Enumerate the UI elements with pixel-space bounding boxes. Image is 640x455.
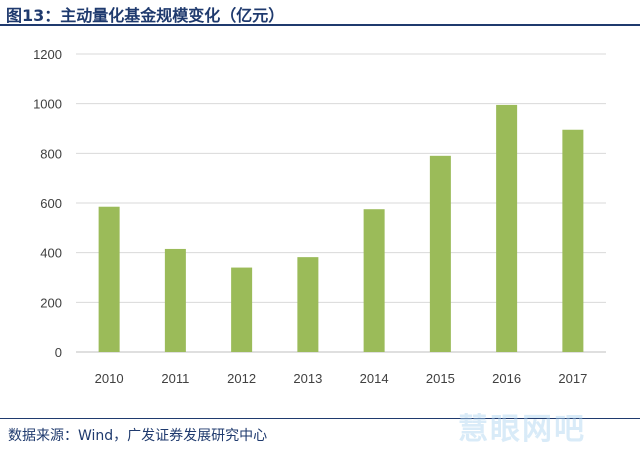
data-source: 数据来源：Wind，广发证券发展研究中心 — [8, 428, 268, 444]
y-tick-label: 1000 — [33, 97, 62, 112]
x-tick-label: 2013 — [293, 371, 322, 386]
y-tick-label: 200 — [40, 295, 62, 310]
gridlines — [76, 53, 606, 353]
x-tick-label: 2015 — [426, 371, 455, 386]
bar-2012 — [231, 267, 253, 352]
chart-title: 图13：主动量化基金规模变化（亿元） — [6, 6, 285, 25]
x-axis-ticks: 2010 2011 2012 2013 2014 2015 2016 2017 — [95, 371, 588, 386]
bar-2014 — [363, 209, 385, 352]
bars — [98, 104, 584, 353]
bar-2015 — [429, 155, 451, 352]
x-tick-label: 2014 — [360, 371, 389, 386]
bar-2011 — [164, 248, 186, 352]
watermark-logo: 慧眼网吧 — [458, 412, 586, 447]
y-tick-label: 600 — [40, 196, 62, 211]
bar-2013 — [297, 257, 319, 352]
bar-2010 — [98, 206, 120, 352]
x-tick-label: 2017 — [558, 371, 587, 386]
y-tick-label: 800 — [40, 146, 62, 161]
y-tick-label: 1200 — [33, 47, 62, 62]
x-tick-label: 2010 — [95, 371, 124, 386]
x-tick-label: 2011 — [161, 371, 189, 386]
title-underline — [0, 24, 640, 26]
bar-2017 — [562, 129, 584, 352]
y-axis-ticks: 0 200 400 600 800 1000 1200 — [33, 47, 62, 360]
bar-2016 — [496, 104, 518, 353]
y-tick-label: 0 — [55, 345, 62, 360]
x-tick-label: 2012 — [227, 371, 256, 386]
x-tick-label: 2016 — [492, 371, 521, 386]
source-divider — [0, 418, 640, 419]
y-tick-label: 400 — [40, 246, 62, 261]
